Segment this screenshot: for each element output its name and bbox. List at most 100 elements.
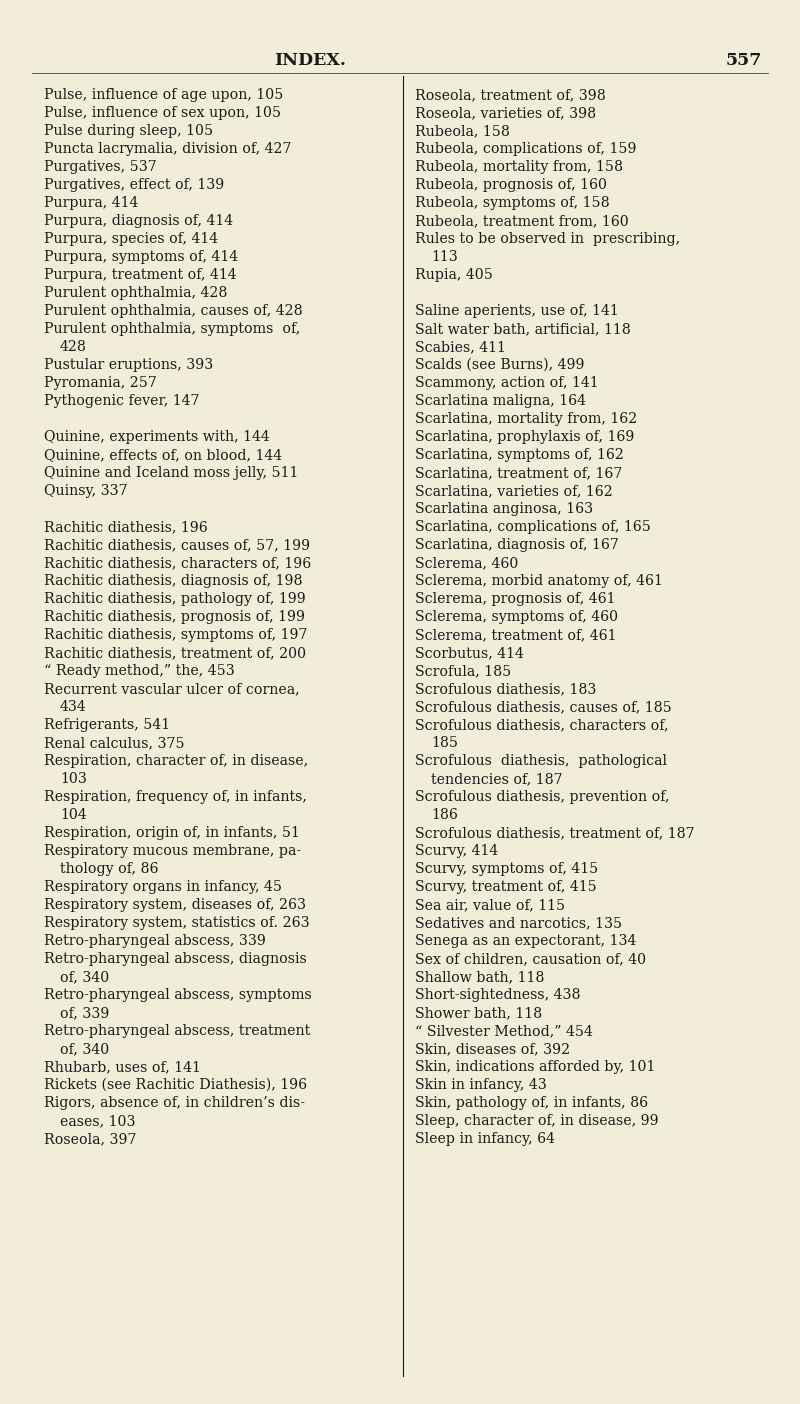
Text: Skin, indications afforded by, 101: Skin, indications afforded by, 101 [415, 1060, 655, 1074]
Text: Rubeola, complications of, 159: Rubeola, complications of, 159 [415, 142, 637, 156]
Text: Respiratory organs in infancy, 45: Respiratory organs in infancy, 45 [44, 880, 282, 894]
Text: Retro-pharyngeal abscess, treatment: Retro-pharyngeal abscess, treatment [44, 1024, 310, 1038]
Text: Rubeola, prognosis of, 160: Rubeola, prognosis of, 160 [415, 178, 607, 192]
Text: Respiration, origin of, in infants, 51: Respiration, origin of, in infants, 51 [44, 826, 300, 840]
Text: Senega as an expectorant, 134: Senega as an expectorant, 134 [415, 934, 636, 948]
Text: Scrofulous diathesis, treatment of, 187: Scrofulous diathesis, treatment of, 187 [415, 826, 694, 840]
Text: Scammony, action of, 141: Scammony, action of, 141 [415, 376, 598, 390]
Text: Pythogenic fever, 147: Pythogenic fever, 147 [44, 395, 199, 409]
Text: Skin, pathology of, in infants, 86: Skin, pathology of, in infants, 86 [415, 1097, 648, 1111]
Text: Rhubarb, uses of, 141: Rhubarb, uses of, 141 [44, 1060, 201, 1074]
Text: Roseola, treatment of, 398: Roseola, treatment of, 398 [415, 88, 606, 102]
Text: Sclerema, morbid anatomy of, 461: Sclerema, morbid anatomy of, 461 [415, 574, 663, 588]
Text: Pyromania, 257: Pyromania, 257 [44, 376, 157, 390]
Text: Sclerema, 460: Sclerema, 460 [415, 556, 518, 570]
Text: Pulse, influence of age upon, 105: Pulse, influence of age upon, 105 [44, 88, 283, 102]
Text: Purgatives, effect of, 139: Purgatives, effect of, 139 [44, 178, 224, 192]
Text: Scrofulous  diathesis,  pathological: Scrofulous diathesis, pathological [415, 754, 667, 768]
Text: 104: 104 [60, 807, 86, 821]
Text: Pustular eruptions, 393: Pustular eruptions, 393 [44, 358, 214, 372]
Text: Retro-pharyngeal abscess, diagnosis: Retro-pharyngeal abscess, diagnosis [44, 952, 306, 966]
Text: Scrofulous diathesis, characters of,: Scrofulous diathesis, characters of, [415, 717, 669, 731]
Text: 113: 113 [431, 250, 458, 264]
Text: Respiratory system, diseases of, 263: Respiratory system, diseases of, 263 [44, 899, 306, 913]
Text: thology of, 86: thology of, 86 [60, 862, 158, 876]
Text: Purpura, species of, 414: Purpura, species of, 414 [44, 232, 218, 246]
Text: Purgatives, 537: Purgatives, 537 [44, 160, 157, 174]
Text: Scrofulous diathesis, prevention of,: Scrofulous diathesis, prevention of, [415, 790, 670, 804]
Text: “ Silvester Method,” 454: “ Silvester Method,” 454 [415, 1024, 593, 1038]
Text: of, 340: of, 340 [60, 970, 110, 984]
Text: Scrofulous diathesis, 183: Scrofulous diathesis, 183 [415, 682, 596, 696]
Text: Purpura, treatment of, 414: Purpura, treatment of, 414 [44, 268, 237, 282]
Text: Skin in infancy, 43: Skin in infancy, 43 [415, 1078, 546, 1092]
Text: INDEX.: INDEX. [274, 52, 346, 69]
Text: Scurvy, symptoms of, 415: Scurvy, symptoms of, 415 [415, 862, 598, 876]
Text: 434: 434 [60, 701, 86, 715]
Text: Scarlatina, treatment of, 167: Scarlatina, treatment of, 167 [415, 466, 622, 480]
Text: Recurrent vascular ulcer of cornea,: Recurrent vascular ulcer of cornea, [44, 682, 300, 696]
Text: Quinine and Iceland moss jelly, 511: Quinine and Iceland moss jelly, 511 [44, 466, 298, 480]
Text: Rachitic diathesis, characters of, 196: Rachitic diathesis, characters of, 196 [44, 556, 311, 570]
Text: Sex of children, causation of, 40: Sex of children, causation of, 40 [415, 952, 646, 966]
Text: Rickets (see Rachitic Diathesis), 196: Rickets (see Rachitic Diathesis), 196 [44, 1078, 307, 1092]
Text: Shallow bath, 118: Shallow bath, 118 [415, 970, 544, 984]
Text: Sclerema, treatment of, 461: Sclerema, treatment of, 461 [415, 628, 617, 642]
Text: Quinine, experiments with, 144: Quinine, experiments with, 144 [44, 430, 270, 444]
Text: Quinsy, 337: Quinsy, 337 [44, 484, 128, 498]
Text: Rubeola, symptoms of, 158: Rubeola, symptoms of, 158 [415, 197, 610, 211]
Text: eases, 103: eases, 103 [60, 1113, 135, 1127]
Text: Rachitic diathesis, causes of, 57, 199: Rachitic diathesis, causes of, 57, 199 [44, 538, 310, 552]
Text: Short-sightedness, 438: Short-sightedness, 438 [415, 988, 581, 1002]
Text: Rachitic diathesis, symptoms of, 197: Rachitic diathesis, symptoms of, 197 [44, 628, 307, 642]
Text: Rachitic diathesis, diagnosis of, 198: Rachitic diathesis, diagnosis of, 198 [44, 574, 302, 588]
Text: Puncta lacrymalia, division of, 427: Puncta lacrymalia, division of, 427 [44, 142, 291, 156]
Text: Sleep, character of, in disease, 99: Sleep, character of, in disease, 99 [415, 1113, 658, 1127]
Text: Sea air, value of, 115: Sea air, value of, 115 [415, 899, 565, 913]
Text: Respiration, frequency of, in infants,: Respiration, frequency of, in infants, [44, 790, 307, 804]
Text: Retro-pharyngeal abscess, symptoms: Retro-pharyngeal abscess, symptoms [44, 988, 312, 1002]
Text: Scarlatina, symptoms of, 162: Scarlatina, symptoms of, 162 [415, 448, 624, 462]
Text: Rubeola, 158: Rubeola, 158 [415, 124, 510, 138]
Text: 103: 103 [60, 772, 87, 786]
Text: Purpura, symptoms of, 414: Purpura, symptoms of, 414 [44, 250, 238, 264]
Text: Scrofulous diathesis, causes of, 185: Scrofulous diathesis, causes of, 185 [415, 701, 672, 715]
Text: of, 339: of, 339 [60, 1007, 110, 1019]
Text: Rubeola, treatment from, 160: Rubeola, treatment from, 160 [415, 213, 629, 227]
Text: Roseola, 397: Roseola, 397 [44, 1132, 137, 1146]
Text: Respiratory mucous membrane, pa-: Respiratory mucous membrane, pa- [44, 844, 301, 858]
Text: Rachitic diathesis, prognosis of, 199: Rachitic diathesis, prognosis of, 199 [44, 609, 305, 623]
Text: Quinine, effects of, on blood, 144: Quinine, effects of, on blood, 144 [44, 448, 282, 462]
Text: Sclerema, prognosis of, 461: Sclerema, prognosis of, 461 [415, 592, 615, 607]
Text: Scorbutus, 414: Scorbutus, 414 [415, 646, 524, 660]
Text: Scarlatina, diagnosis of, 167: Scarlatina, diagnosis of, 167 [415, 538, 619, 552]
Text: 428: 428 [60, 340, 87, 354]
Text: Sleep in infancy, 64: Sleep in infancy, 64 [415, 1132, 555, 1146]
Text: Respiration, character of, in disease,: Respiration, character of, in disease, [44, 754, 308, 768]
Text: Purulent ophthalmia, causes of, 428: Purulent ophthalmia, causes of, 428 [44, 305, 302, 317]
Text: Scarlatina maligna, 164: Scarlatina maligna, 164 [415, 395, 586, 409]
Text: Purpura, 414: Purpura, 414 [44, 197, 138, 211]
Text: Rachitic diathesis, pathology of, 199: Rachitic diathesis, pathology of, 199 [44, 592, 306, 607]
Text: Respiratory system, statistics of. 263: Respiratory system, statistics of. 263 [44, 915, 310, 929]
Text: Scarlatina, prophylaxis of, 169: Scarlatina, prophylaxis of, 169 [415, 430, 634, 444]
Text: tendencies of, 187: tendencies of, 187 [431, 772, 562, 786]
Text: Scarlatina, mortality from, 162: Scarlatina, mortality from, 162 [415, 411, 638, 425]
Text: Rupia, 405: Rupia, 405 [415, 268, 493, 282]
Text: 185: 185 [431, 736, 458, 750]
Text: Rubeola, mortality from, 158: Rubeola, mortality from, 158 [415, 160, 623, 174]
Text: “ Ready method,” the, 453: “ Ready method,” the, 453 [44, 664, 234, 678]
Text: Salt water bath, artificial, 118: Salt water bath, artificial, 118 [415, 322, 630, 336]
Text: 557: 557 [726, 52, 762, 69]
Text: Scurvy, 414: Scurvy, 414 [415, 844, 498, 858]
Text: Rachitic diathesis, treatment of, 200: Rachitic diathesis, treatment of, 200 [44, 646, 306, 660]
Text: Scabies, 411: Scabies, 411 [415, 340, 506, 354]
Text: Scurvy, treatment of, 415: Scurvy, treatment of, 415 [415, 880, 597, 894]
Text: Retro-pharyngeal abscess, 339: Retro-pharyngeal abscess, 339 [44, 934, 266, 948]
Text: Saline aperients, use of, 141: Saline aperients, use of, 141 [415, 305, 618, 317]
Text: Roseola, varieties of, 398: Roseola, varieties of, 398 [415, 105, 596, 119]
Text: Sedatives and narcotics, 135: Sedatives and narcotics, 135 [415, 915, 622, 929]
Text: Scarlatina, varieties of, 162: Scarlatina, varieties of, 162 [415, 484, 613, 498]
Text: Sclerema, symptoms of, 460: Sclerema, symptoms of, 460 [415, 609, 618, 623]
Text: Scrofula, 185: Scrofula, 185 [415, 664, 511, 678]
